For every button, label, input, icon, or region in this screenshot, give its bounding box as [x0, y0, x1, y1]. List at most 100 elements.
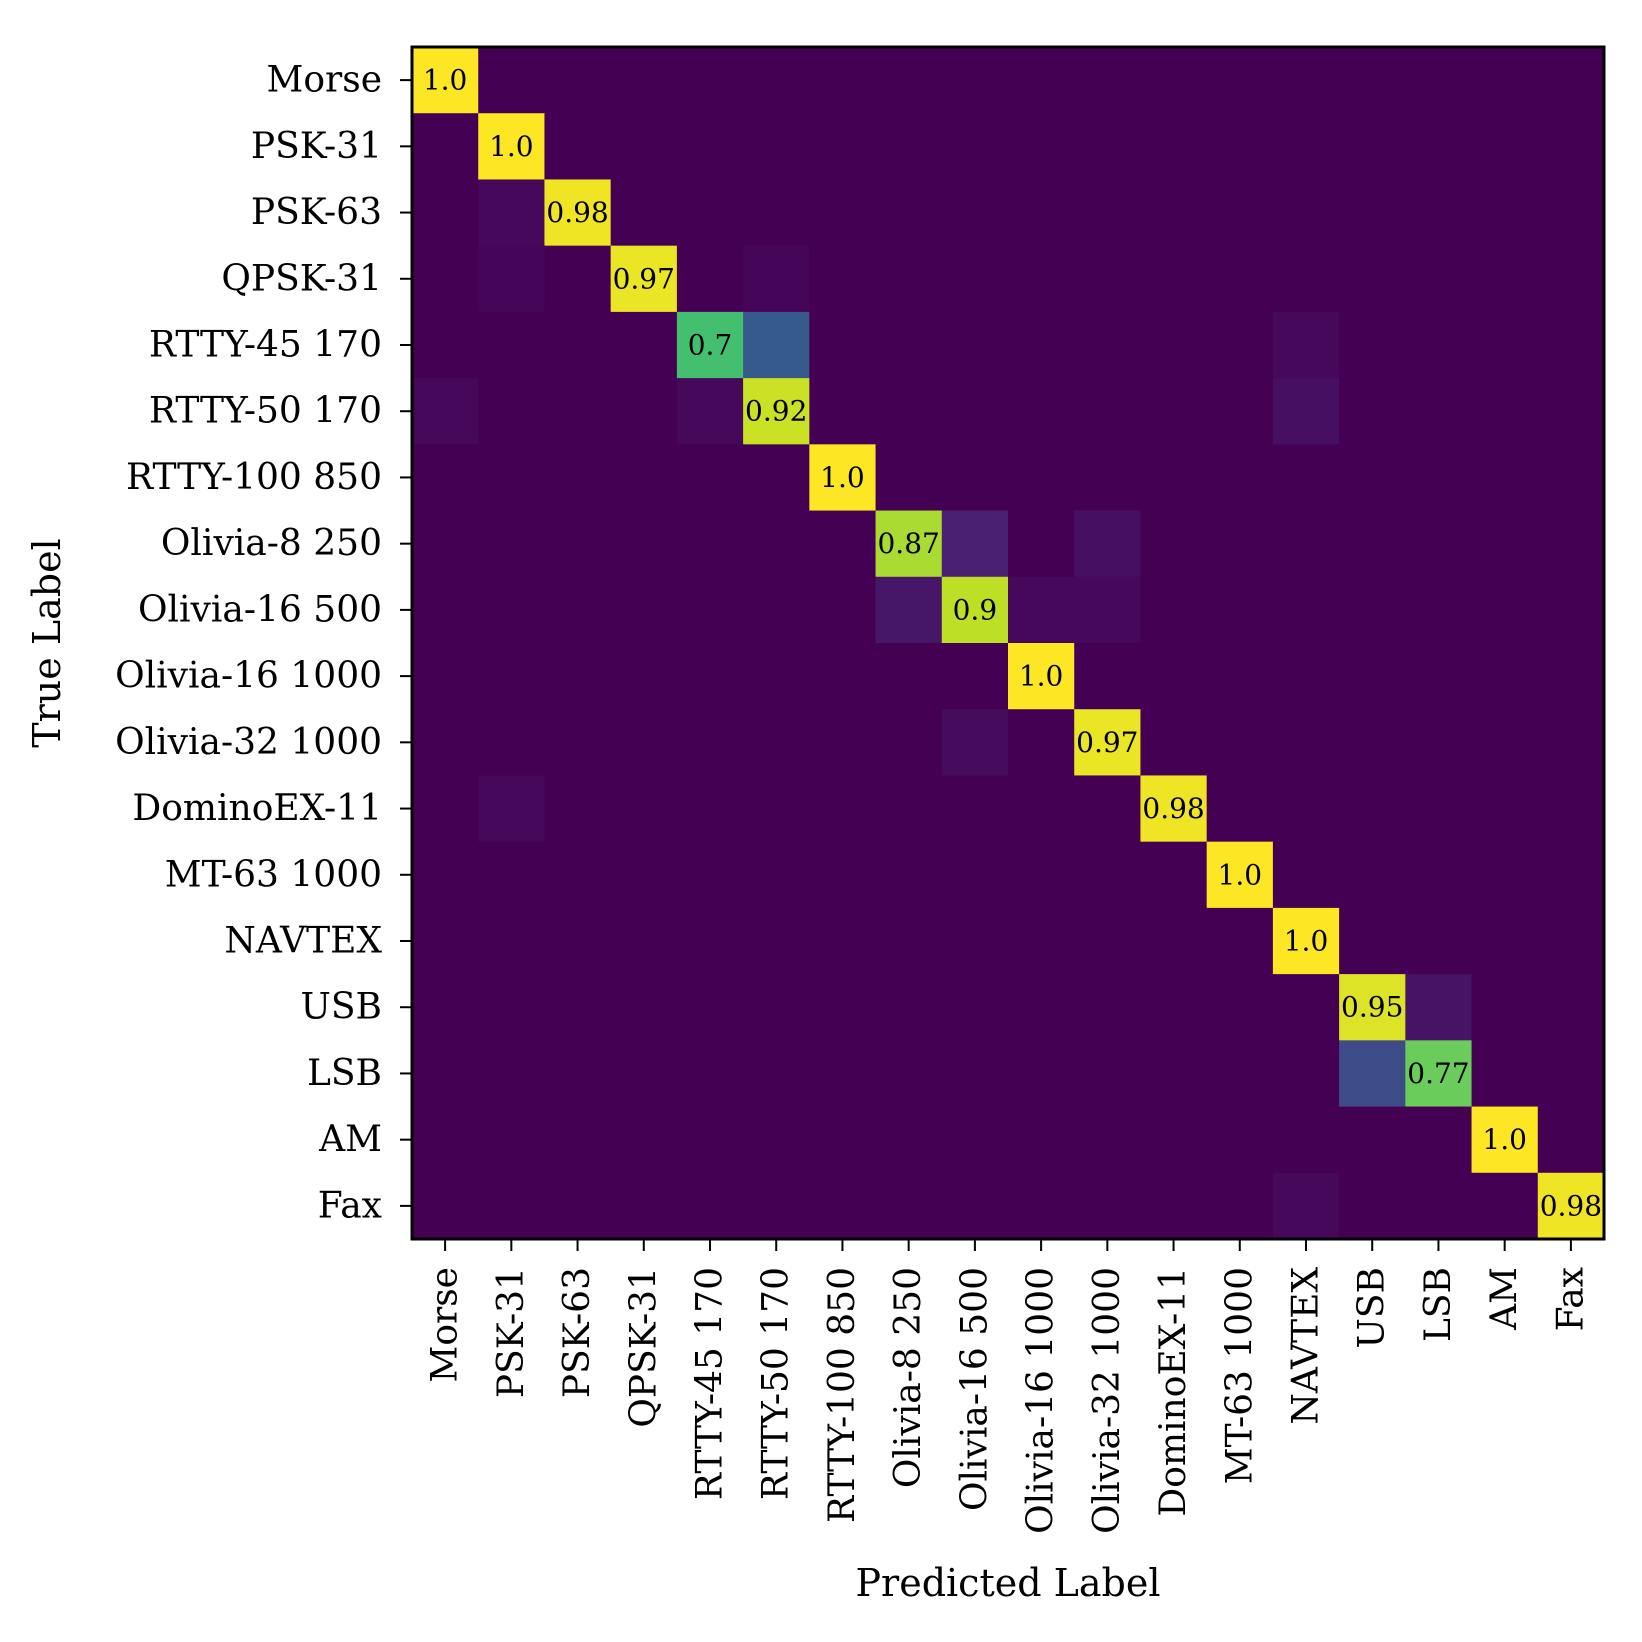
heatmap-cell: [809, 907, 877, 975]
heatmap-cell: [610, 841, 678, 909]
heatmap-cell: [1140, 1172, 1208, 1240]
heatmap-cell: [809, 1106, 877, 1174]
y-tick-label: NAVTEX: [224, 921, 382, 962]
heatmap-cell: [1405, 179, 1473, 247]
heatmap-cell: [676, 974, 744, 1041]
heatmap-cell: [478, 245, 546, 313]
heatmap-cell: [743, 113, 810, 181]
heatmap-cell: [676, 311, 744, 379]
heatmap-cell: [1537, 907, 1605, 975]
heatmap-cell: [1537, 709, 1605, 777]
heatmap-cell: [610, 1106, 678, 1174]
cell-annotation: 0.87: [877, 527, 939, 560]
cell-annotation: 1.0: [1284, 925, 1329, 958]
heatmap-cell: [809, 576, 877, 644]
heatmap-cell: [1272, 179, 1340, 247]
heatmap-cell: [941, 1172, 1009, 1240]
heatmap-cell: [809, 775, 877, 843]
heatmap-cell: [1405, 1172, 1473, 1240]
heatmap-cell: [1008, 1106, 1075, 1174]
x-tick-label: DominoEX-11: [1153, 1267, 1194, 1517]
heatmap-cell: [676, 1040, 744, 1108]
heatmap-cell: [676, 841, 744, 909]
heatmap-cell: [1471, 775, 1539, 843]
heatmap-cell: [1272, 643, 1340, 710]
heatmap-cell: [478, 47, 546, 114]
heatmap-cell: [1339, 1106, 1406, 1174]
x-tick-label: PSK-63: [557, 1267, 598, 1398]
x-tick-label: QPSK-31: [623, 1267, 664, 1428]
heatmap-cell: [412, 245, 479, 313]
cell-annotation: 0.98: [546, 196, 608, 229]
heatmap-cell: [1405, 1106, 1473, 1174]
heatmap-cell: [1471, 576, 1539, 644]
heatmap-cell: [941, 47, 1009, 114]
heatmap-cell: [1471, 841, 1539, 909]
y-tick-label: Fax: [318, 1185, 382, 1226]
y-tick-label: Olivia-32 1000: [115, 722, 382, 763]
heatmap-cell: [1008, 643, 1075, 710]
heatmap-cell: [478, 907, 546, 975]
heatmap-cell: [610, 311, 678, 379]
heatmap-cell: [544, 113, 612, 181]
heatmap-cell: [1206, 1172, 1274, 1240]
heatmap-cell: [412, 113, 479, 181]
x-tick-label: Morse: [425, 1267, 466, 1383]
heatmap-cell: [478, 709, 546, 777]
heatmap-cell: [1206, 47, 1274, 114]
heatmap-cell: [676, 1172, 744, 1240]
heatmap-cell: [743, 444, 810, 512]
heatmap-cell: [941, 311, 1009, 379]
heatmap-cell: [1206, 113, 1274, 181]
heatmap-cell: [412, 709, 479, 777]
heatmap-cell: [1074, 47, 1142, 114]
heatmap-cell: [1537, 47, 1605, 114]
heatmap-cell: [1008, 841, 1075, 909]
x-tick-label: Fax: [1550, 1267, 1591, 1331]
heatmap-cell: [743, 907, 810, 975]
heatmap-cell: [1272, 709, 1340, 777]
heatmap-cell: [1074, 841, 1142, 909]
heatmap-cell: [743, 311, 810, 379]
heatmap-cell: [1074, 1106, 1142, 1174]
heatmap-cell: [743, 245, 810, 313]
heatmap-cell: [1471, 1040, 1539, 1108]
cell-annotation: 1.0: [489, 130, 534, 163]
heatmap-cell: [1140, 47, 1208, 114]
heatmap-cell: [941, 576, 1009, 644]
heatmap-cell: [1272, 974, 1340, 1041]
heatmap-cell: [809, 510, 877, 578]
heatmap-cell: [1008, 47, 1075, 114]
heatmap-cell: [1537, 974, 1605, 1041]
heatmap-cell: [1074, 179, 1142, 247]
heatmap-cell: [1405, 378, 1473, 445]
heatmap-cell: [412, 775, 479, 843]
heatmap-cell: [1272, 311, 1340, 379]
x-tick-label: NAVTEX: [1286, 1267, 1327, 1425]
y-tick-label: DominoEX-11: [132, 788, 382, 829]
heatmap-cell: [610, 378, 678, 445]
heatmap-cell: [1339, 378, 1406, 445]
heatmap-cell: [1537, 1106, 1605, 1174]
heatmap-cell: [1206, 775, 1274, 843]
x-tick-label: PSK-31: [491, 1267, 532, 1398]
y-tick-label: QPSK-31: [221, 258, 382, 299]
heatmap-cell: [412, 1172, 479, 1240]
heatmap-cell: [1008, 974, 1075, 1041]
heatmap-cell: [1537, 179, 1605, 247]
heatmap-cell: [412, 510, 479, 578]
heatmap-cell: [1074, 510, 1142, 578]
heatmap-cell: [875, 245, 943, 313]
heatmap-cell: [1471, 378, 1539, 445]
x-axis-ticks: Morse PSK-31 PSK-63 QPSK-31 RTTY-45 170 RTTY-…: [425, 1239, 1591, 1534]
heatmap-cell: [544, 444, 612, 512]
heatmap-cell: [875, 47, 943, 114]
heatmap-cell: [1008, 1040, 1075, 1108]
heatmap-cell: [1405, 974, 1473, 1041]
heatmap-cell: [1008, 907, 1075, 975]
heatmap-cell: [412, 444, 479, 512]
heatmap-cell: [1272, 841, 1340, 909]
heatmap-cell: [1140, 643, 1208, 710]
heatmap-cell: [1537, 841, 1605, 909]
heatmap-cell: [1140, 510, 1208, 578]
